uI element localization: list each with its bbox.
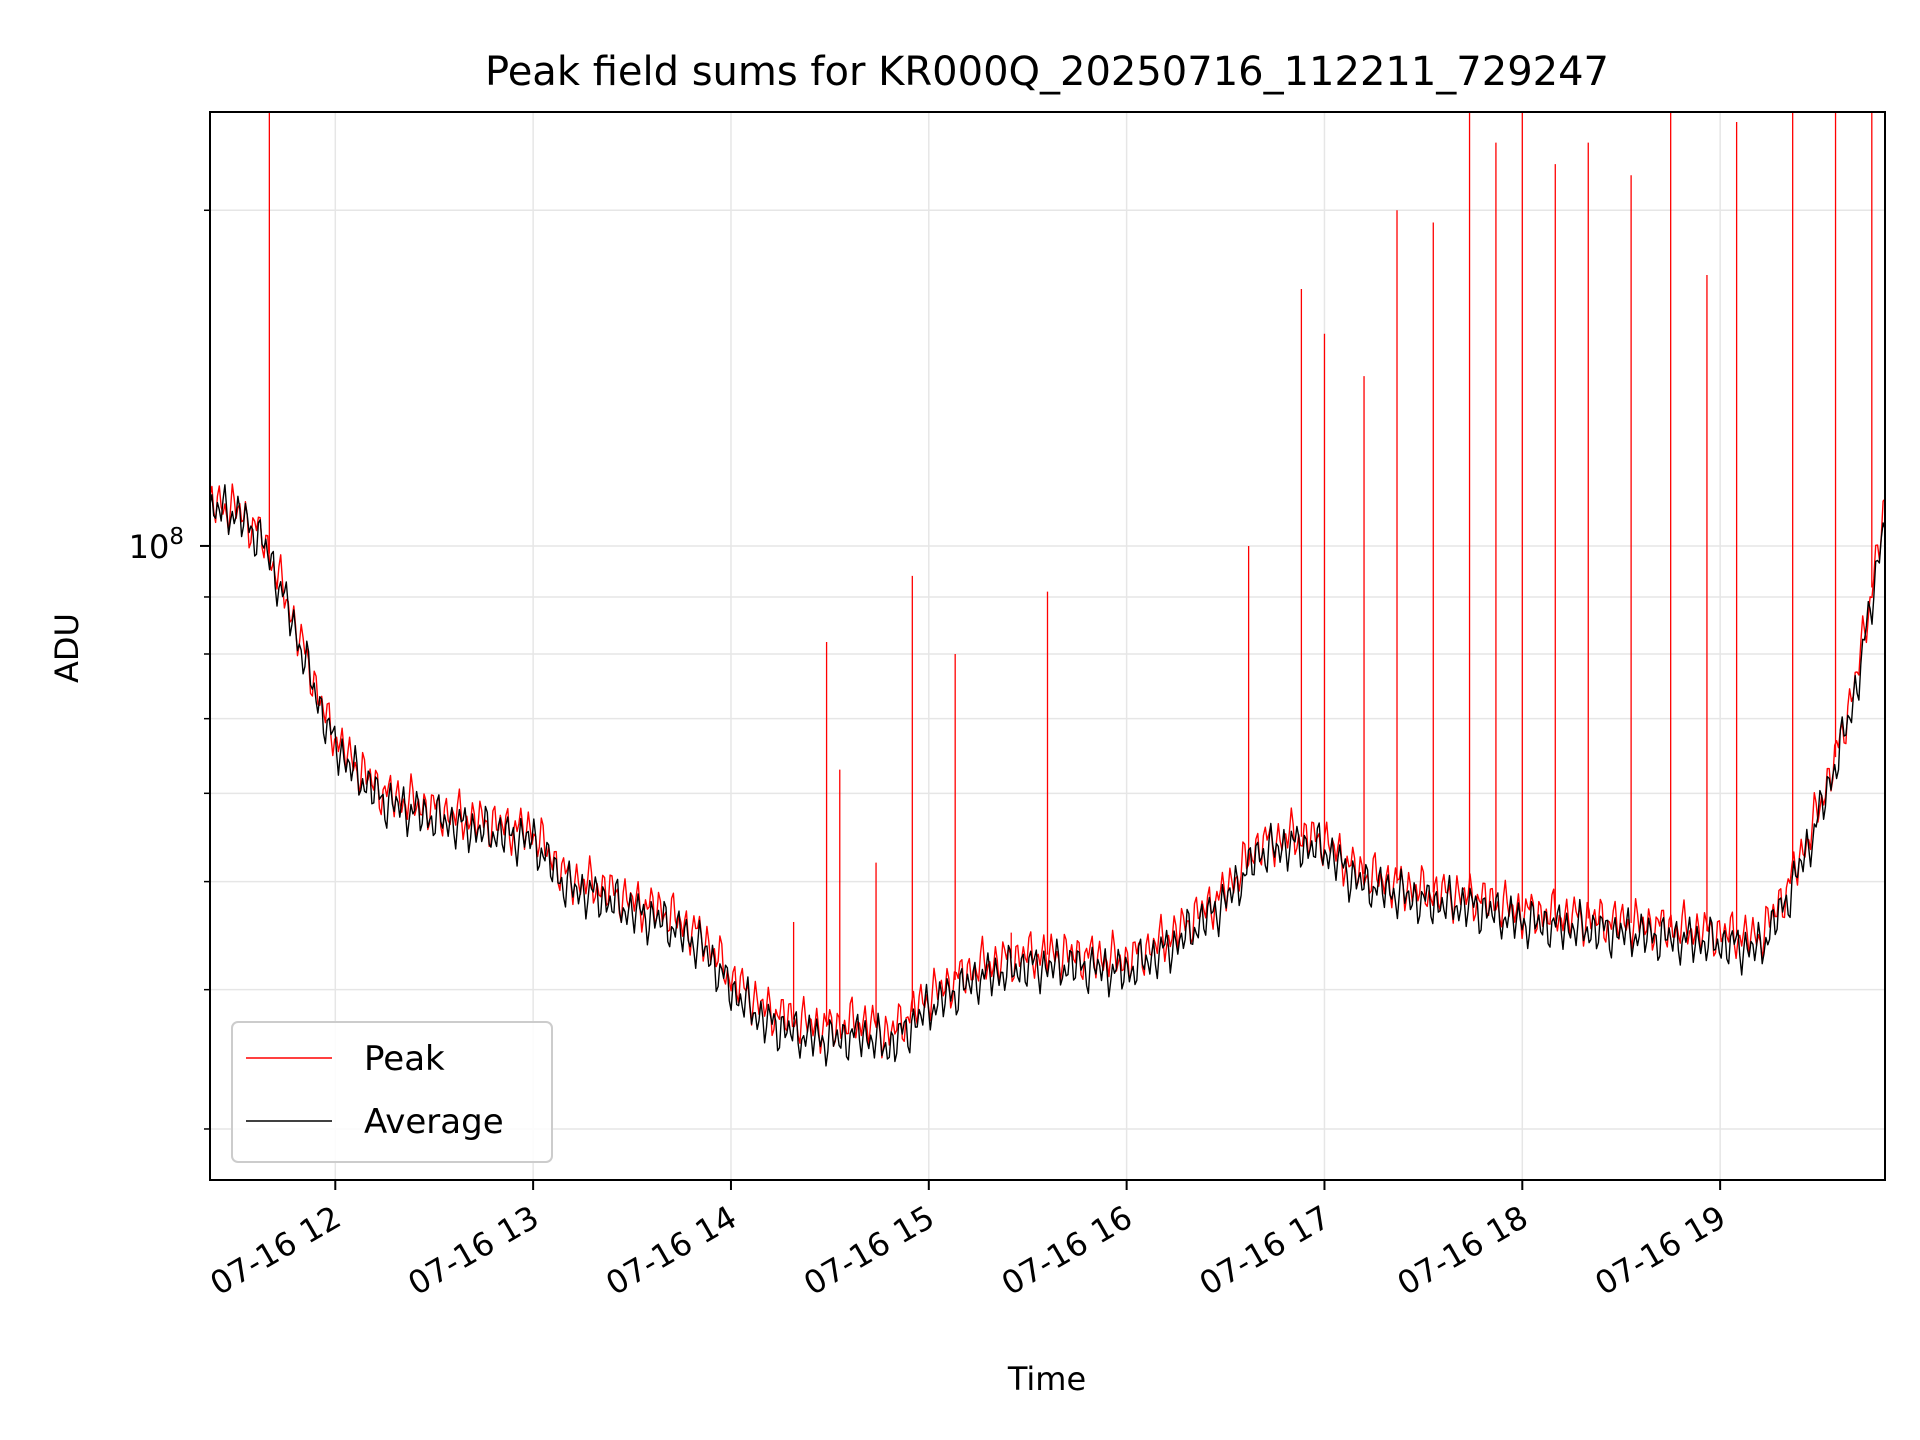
average-series-line [210,484,1885,1067]
x-axis-label: Time [1007,1360,1086,1398]
series-peak [210,112,1885,1059]
y-axis-label: ADU [48,613,86,683]
series-layer [210,112,1885,1067]
chart-title: Peak field sums for KR000Q_20250716_1122… [485,49,1609,95]
legend-box [231,1021,553,1163]
series-average [210,484,1885,1067]
legend: Peak Average [231,1021,553,1163]
legend-label-peak: Peak [364,1039,445,1079]
plot-frame [209,111,1886,1181]
legend-label-average: Average [364,1102,504,1142]
